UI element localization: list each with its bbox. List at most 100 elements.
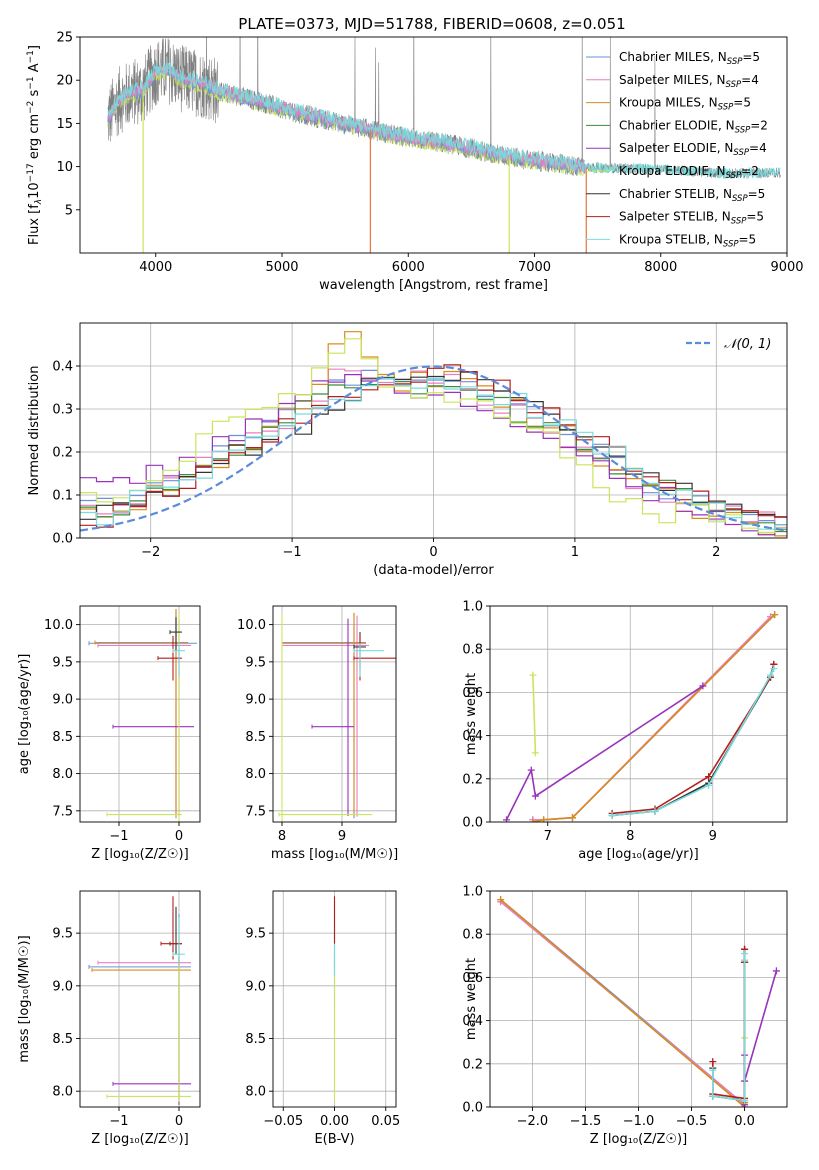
tick-label-y: 0.0 bbox=[52, 532, 73, 547]
y-axis-label-part: −1 bbox=[26, 50, 36, 63]
tick-label-y: 9.5 bbox=[52, 655, 73, 670]
weight-line-salpeter-miles bbox=[532, 616, 772, 821]
histogram-kroupa-stelib bbox=[80, 377, 787, 530]
y-axis-label-part: 10 bbox=[27, 182, 42, 199]
y-axis-label: mass weight bbox=[464, 673, 479, 755]
y-axis-label: age [log₁₀(age/yr)] bbox=[17, 654, 32, 775]
weight-line-salpeter-stelib bbox=[712, 949, 746, 1100]
legend-label-main: Salpeter STELIB, N bbox=[619, 210, 731, 224]
legend-label: Salpeter STELIB, NSSP=5 bbox=[619, 210, 764, 227]
tick-label-x: 0.05 bbox=[371, 1114, 400, 1129]
y-axis-label-part: A bbox=[27, 63, 42, 76]
legend-label: Kroupa ELODIE, NSSP=2 bbox=[619, 164, 759, 181]
axes-spectrum: 4000 5000 6000 7000 8000 9000 5 10 15 20 25 wavelen… bbox=[26, 31, 804, 294]
weight-point-marker bbox=[772, 967, 780, 975]
tick-label-y: 8.5 bbox=[245, 1032, 266, 1047]
tick-label-y: 9.0 bbox=[245, 693, 266, 708]
tick-label-y: 0.0 bbox=[462, 816, 483, 831]
tick-label-y: 8.5 bbox=[52, 1032, 73, 1047]
tick-label-x: 0 bbox=[175, 829, 183, 844]
tick-label-y: 8.0 bbox=[52, 1085, 73, 1100]
weight-point-marker bbox=[767, 671, 774, 679]
x-axis-label: mass [log₁₀(M/M☉)] bbox=[271, 847, 398, 862]
tick-label-x: 9 bbox=[338, 829, 346, 844]
y-axis-label-part: −2 bbox=[26, 101, 36, 114]
tick-label-x: 8 bbox=[278, 829, 286, 844]
plot-area-age-vs-mass bbox=[278, 612, 396, 822]
tick-label-y: 0.4 bbox=[52, 360, 73, 375]
axes-weight-vs-age: 7 8 9 0.0 0.2 0.4 0.6 0.8 1.0 age [log₁₀(age/yr)]… bbox=[462, 600, 788, 862]
weight-line-kroupa-miles bbox=[532, 614, 776, 822]
legend-label-main: Chabrier STELIB, N bbox=[619, 187, 732, 201]
weight-line-kroupa-miles bbox=[500, 898, 746, 1107]
tick-label-y: 8.0 bbox=[52, 767, 73, 782]
tick-label-x: −1.5 bbox=[570, 1114, 602, 1129]
tick-label-x: −2.0 bbox=[517, 1114, 549, 1129]
legend-label-sub: SSP bbox=[727, 57, 743, 67]
plots-container: 4000 5000 6000 7000 8000 9000510152025wavelen… bbox=[17, 31, 804, 1148]
legend-label-main: Salpeter ELODIE, N bbox=[619, 141, 733, 155]
legend-label-main: Salpeter MILES, N bbox=[619, 73, 726, 87]
legend-label-sub: SSP bbox=[718, 103, 734, 113]
tick-label-x: 4000 bbox=[139, 260, 172, 275]
weight-line-salpeter-elodie bbox=[743, 970, 778, 1105]
tick-label-y: 9.0 bbox=[52, 693, 73, 708]
legend-label-sub: SSP bbox=[731, 217, 747, 227]
spectrum-model-extension bbox=[584, 160, 781, 181]
tick-label-x: 9 bbox=[709, 829, 717, 844]
normal-distribution-curve bbox=[80, 365, 785, 532]
legend-label-end: =5 bbox=[733, 96, 751, 110]
histogram-kroupa-elodie bbox=[80, 338, 787, 533]
tick-label-y: 5 bbox=[65, 203, 73, 218]
weight-point-marker bbox=[771, 611, 779, 619]
tick-label-y: 10.0 bbox=[237, 618, 266, 633]
tick-label-x: 6000 bbox=[392, 260, 425, 275]
tick-label-x: 0 bbox=[429, 545, 437, 560]
weight-point-marker bbox=[705, 781, 713, 789]
legend-label-sub: SSP bbox=[726, 80, 742, 90]
axes-mass-vs-Z: −1 0 8.0 8.5 9.0 9.5 Z [log₁₀(Z/Z☉)] mass [log₁… bbox=[17, 890, 201, 1147]
legend-label-main: Kroupa ELODIE, N bbox=[619, 164, 726, 178]
figure-title: PLATE=0373, MJD=51788, FIBERID=0608, z=0… bbox=[238, 15, 625, 33]
axes-age-vs-mass: 8 9 7.5 8.0 8.5 9.0 9.5 10.0 mass [log₁₀(M/M☉)] bbox=[237, 605, 398, 862]
tick-label-x: 7000 bbox=[518, 260, 551, 275]
x-axis-label: Z [log₁₀(Z/Z☉)] bbox=[590, 1132, 687, 1147]
axes-residuals: −2 −1 0 1 2 0.0 0.1 0.2 0.3 0.4 (data-model)/error… bbox=[27, 322, 788, 578]
legend-label: Kroupa STELIB, NSSP=5 bbox=[619, 232, 756, 249]
tick-label-x: 1 bbox=[571, 545, 579, 560]
tick-label-y: 0.2 bbox=[462, 772, 483, 787]
histogram-chabrier-elodie bbox=[80, 376, 787, 533]
weight-point-marker bbox=[709, 1066, 717, 1074]
y-axis-label-part: λ bbox=[34, 199, 44, 205]
tick-label-x: 9000 bbox=[770, 260, 803, 275]
weight-point-marker bbox=[741, 950, 749, 958]
tick-label-y: 7.5 bbox=[245, 804, 266, 819]
axes-frame bbox=[272, 605, 397, 823]
x-axis-label: (data-model)/error bbox=[373, 563, 494, 578]
tick-label-y: 0.2 bbox=[52, 446, 73, 461]
legend-label-sub: SSP bbox=[735, 125, 751, 135]
legend-label-end: =5 bbox=[748, 187, 766, 201]
tick-label-x: −1 bbox=[283, 545, 302, 560]
weight-line-chabrier-miles bbox=[532, 614, 776, 821]
tick-label-y: 0.4 bbox=[462, 1014, 483, 1029]
histogram-salpeter-elodie bbox=[80, 374, 787, 536]
histogram-salpeter-stelib bbox=[80, 364, 787, 528]
legend-label: Salpeter ELODIE, NSSP=4 bbox=[619, 141, 767, 158]
tick-label-y: 0.6 bbox=[462, 686, 483, 701]
weight-line-chabrier-stelib bbox=[712, 949, 746, 1102]
x-axis-label: E(B-V) bbox=[314, 1132, 354, 1147]
tick-label-y: 8.0 bbox=[245, 1085, 266, 1100]
tick-label-x: −1.0 bbox=[623, 1114, 655, 1129]
legend-label-sub: SSP bbox=[726, 171, 742, 181]
tick-label-x: 8 bbox=[626, 829, 634, 844]
legend-label: Chabrier MILES, NSSP=5 bbox=[619, 50, 760, 67]
tick-label-y: 1.0 bbox=[462, 600, 483, 615]
weight-point-marker bbox=[497, 896, 505, 904]
axes-age-vs-Z: −1 0 7.5 8.0 8.5 9.0 9.5 10.0 Z [log₁₀(Z/Z☉)] age… bbox=[17, 605, 201, 862]
spectrum-model-line bbox=[107, 60, 586, 173]
legend-label-end: =4 bbox=[741, 73, 759, 87]
tick-label-y: 9.5 bbox=[245, 655, 266, 670]
legend-label: Chabrier ELODIE, NSSP=2 bbox=[619, 118, 768, 135]
plot-area-age-vs-Z bbox=[88, 608, 197, 822]
